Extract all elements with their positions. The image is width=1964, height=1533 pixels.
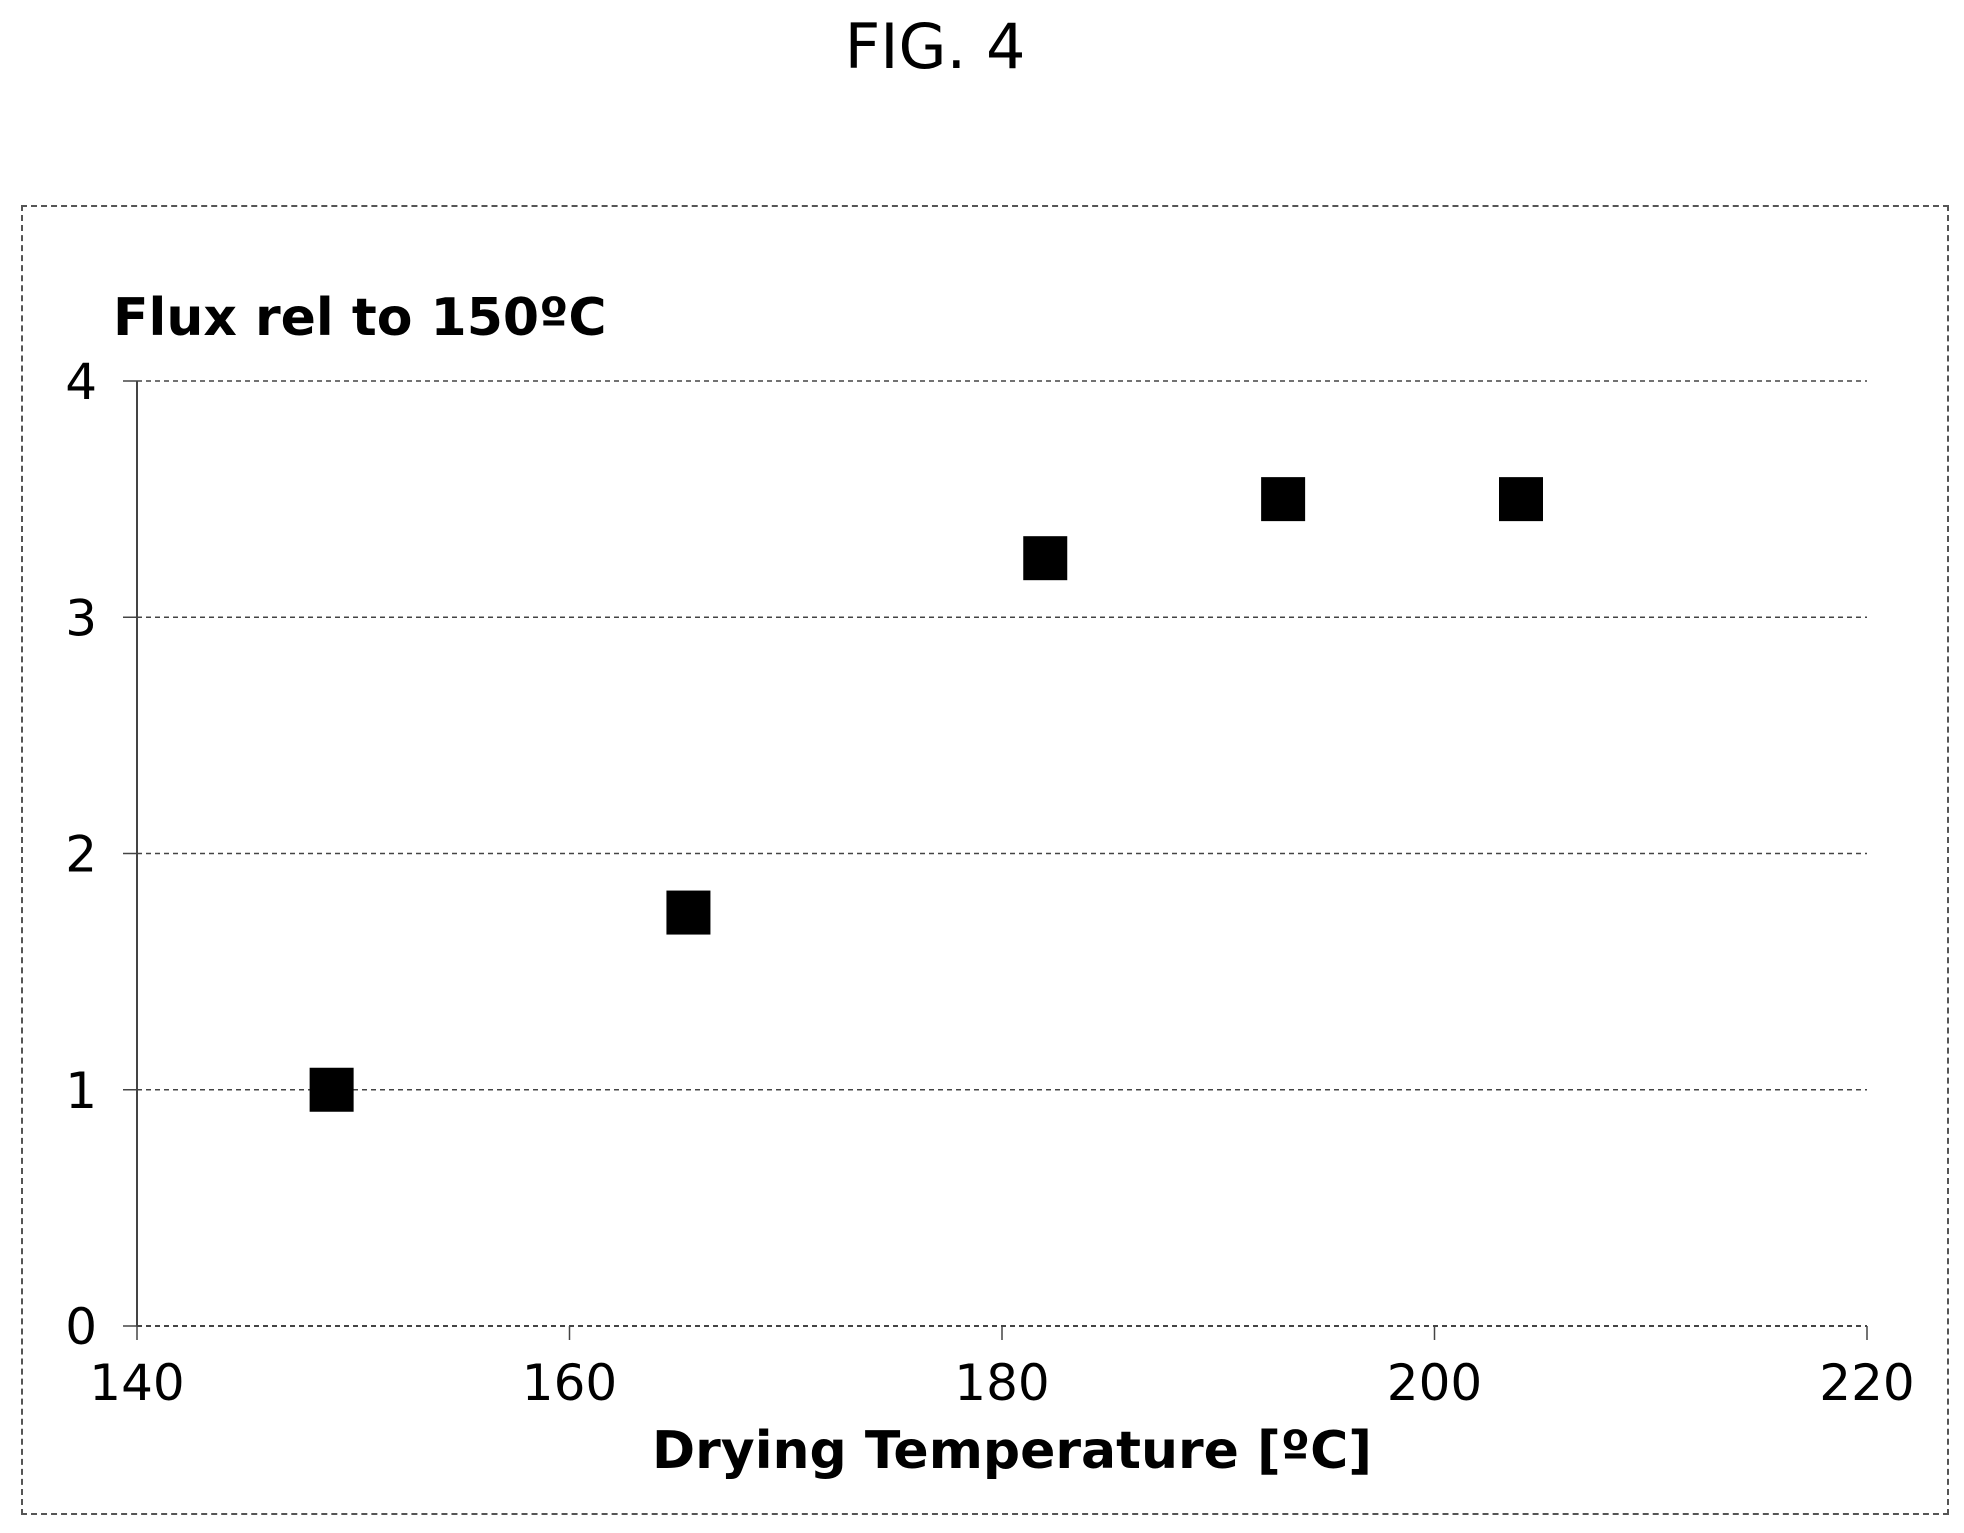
y-tick-label-4: 4 <box>65 353 97 411</box>
x-tick-label-2: 180 <box>954 1354 1049 1412</box>
y-tick-label-3: 3 <box>65 589 97 647</box>
x-tick-label-3: 200 <box>1387 1354 1482 1412</box>
data-point-4 <box>1499 477 1543 522</box>
x-axis-title: Drying Temperature [ºC] <box>652 1421 1372 1481</box>
data-point-2 <box>1023 536 1068 581</box>
x-tick-label-4: 220 <box>1819 1354 1914 1412</box>
gridlines <box>137 380 1867 1091</box>
figure-title: FIG. 4 <box>844 10 1026 83</box>
chart-frame <box>21 205 1949 1515</box>
y-tick-label-2: 2 <box>65 826 97 884</box>
y-axis-title: Flux rel to 150ºC <box>113 288 607 348</box>
x-tick-label-0: 140 <box>89 1354 184 1412</box>
data-points <box>309 477 1543 1112</box>
axes <box>123 380 1868 1340</box>
data-point-1 <box>666 890 711 935</box>
data-point-3 <box>1261 477 1306 522</box>
tick-labels: 0 1 2 3 4 140 160 180 200 220 <box>65 353 1915 1412</box>
y-tick-label-1: 1 <box>65 1062 97 1120</box>
data-point-0 <box>309 1067 354 1112</box>
x-tick-label-1: 160 <box>522 1354 617 1412</box>
y-tick-label-0: 0 <box>65 1298 97 1356</box>
